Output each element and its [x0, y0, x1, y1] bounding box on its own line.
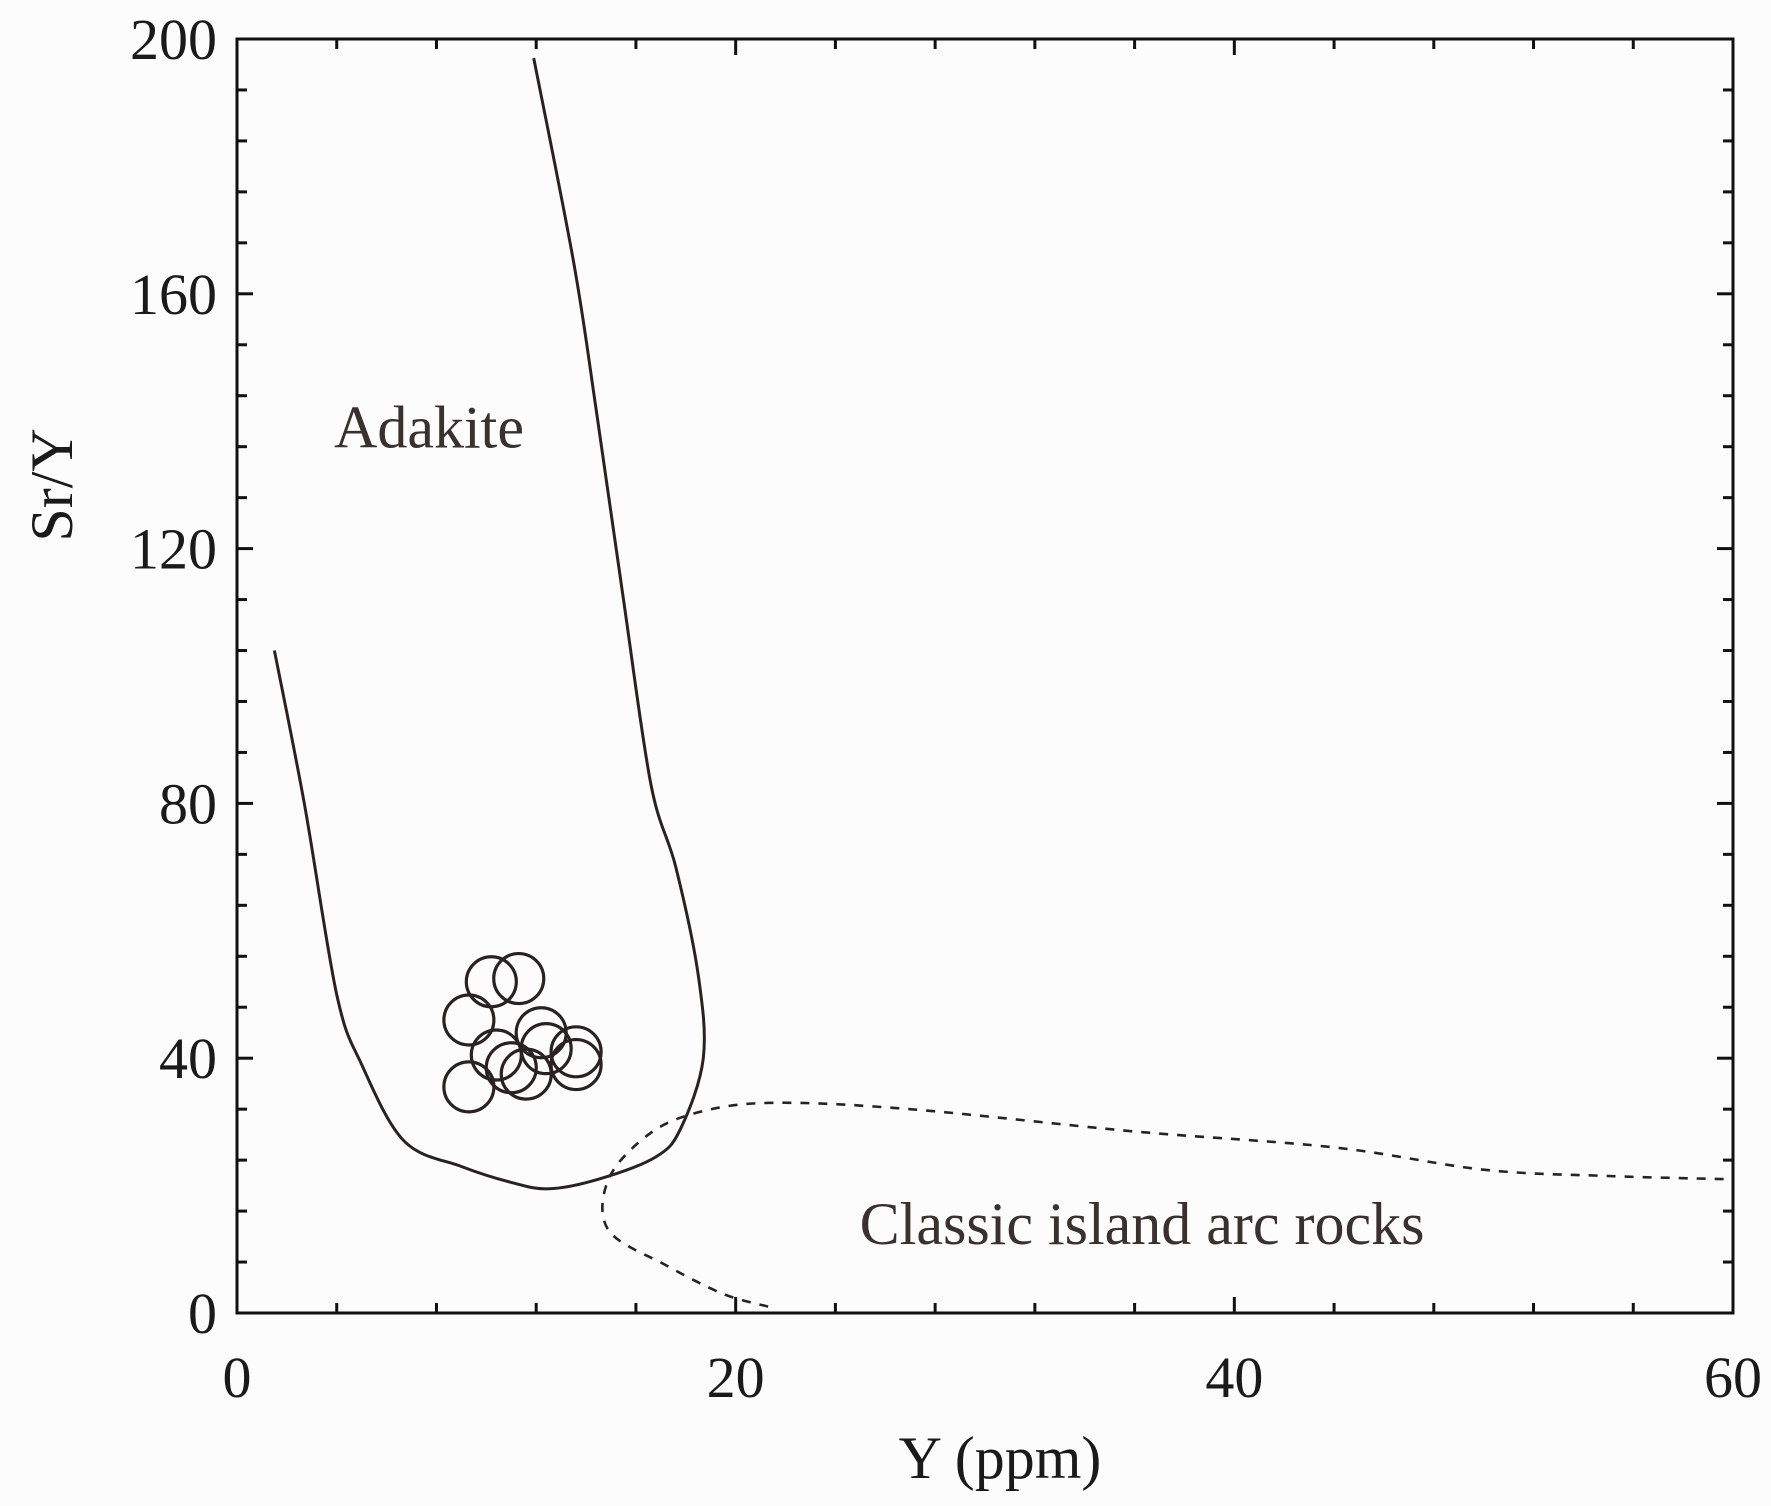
x-tick-label: 0: [223, 1345, 252, 1410]
data-point: [469, 1028, 523, 1082]
data-point: [464, 955, 518, 1009]
x-tick-label: 60: [1704, 1345, 1762, 1410]
classic-island-arc-rocks-field-label: Classic island arc rocks: [860, 1191, 1425, 1257]
fields-layer: [272, 57, 1729, 1308]
x-tick-label: 40: [1205, 1345, 1263, 1410]
data-point: [442, 993, 496, 1047]
data-point: [519, 1022, 573, 1076]
classic-island-arc-rocks-field-boundary: [601, 1101, 1729, 1308]
y-tick-label: 160: [130, 262, 217, 327]
y-tick-label: 0: [188, 1281, 217, 1346]
y-axis-title: Sr/Y: [19, 428, 85, 541]
data-point: [549, 1037, 603, 1092]
data-point: [549, 1025, 603, 1079]
data-point: [442, 1060, 496, 1114]
x-axis-title: Y (ppm): [899, 1425, 1102, 1491]
adakite-field-label: Adakite: [334, 395, 524, 461]
adakite-field-boundary: [272, 57, 706, 1191]
axes-layer: 0 20 40 60 0 40 80 120 160 200: [130, 7, 1762, 1410]
y-tick-label: 80: [159, 771, 217, 836]
labels-layer: Adakite Classic island arc rocks: [334, 395, 1424, 1257]
y-tick-label: 40: [159, 1026, 217, 1091]
x-tick-label: 20: [707, 1345, 765, 1410]
points-layer: [442, 951, 603, 1114]
y-tick-label: 120: [130, 517, 217, 582]
y-tick-label: 200: [130, 7, 217, 72]
plot-frame: [235, 37, 1735, 1315]
data-point: [492, 951, 546, 1006]
